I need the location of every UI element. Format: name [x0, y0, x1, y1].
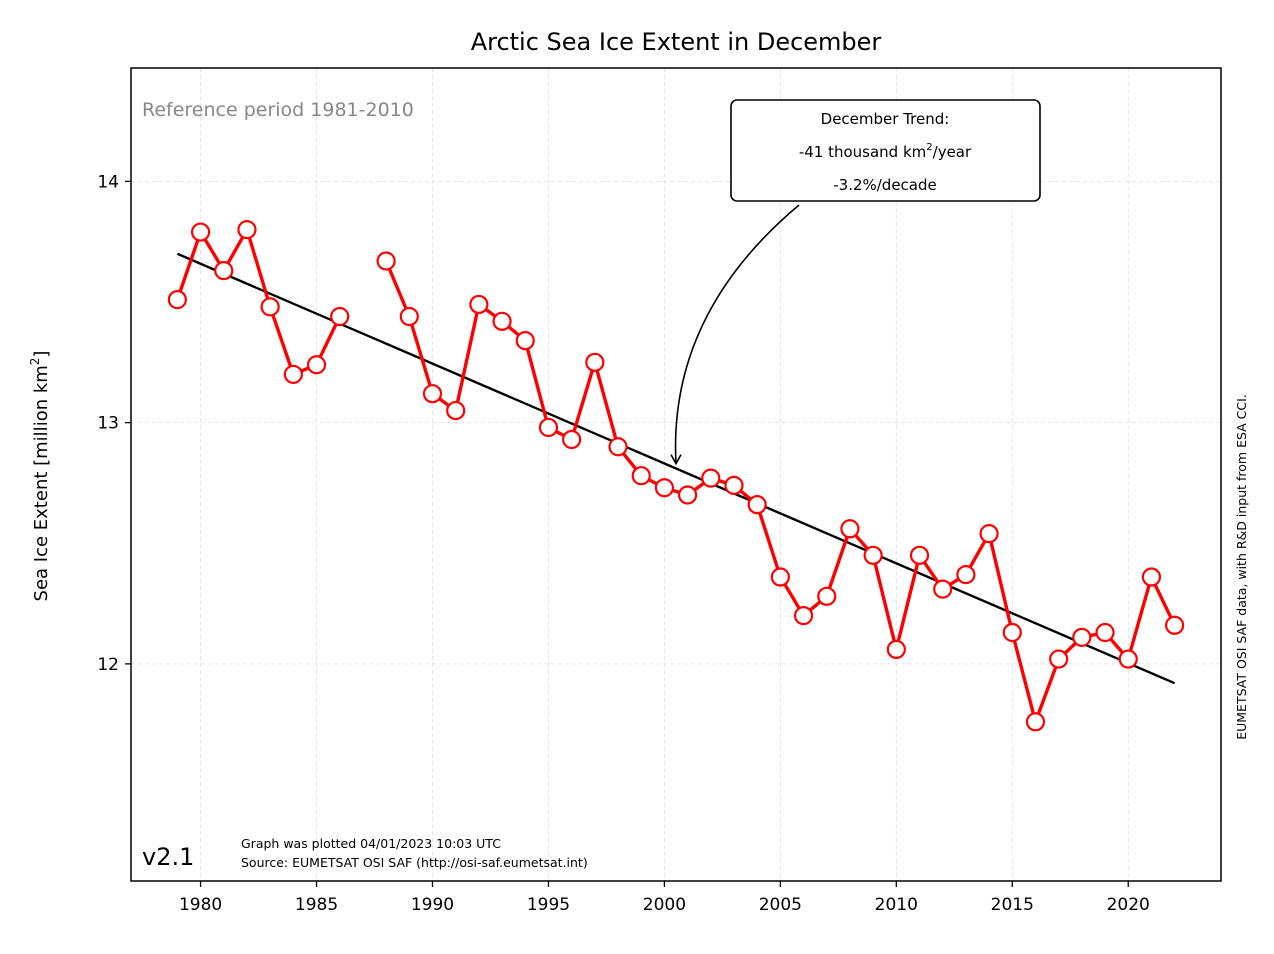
data-point — [1025, 712, 1046, 732]
trend-annotation-arrowhead — [670, 454, 682, 466]
data-point — [701, 468, 721, 488]
grid — [131, 68, 1221, 881]
trend-annotation: December Trend: -41 thousand km2/year -3… — [670, 99, 1041, 466]
data-point — [793, 606, 814, 626]
plot-area-frame — [130, 67, 1222, 882]
trend-rate-superscript: 2 — [926, 142, 932, 153]
trend-rate-unit: /year — [933, 143, 972, 161]
data-point — [770, 567, 790, 587]
data-point — [747, 495, 767, 515]
series-line — [175, 227, 342, 377]
series-line-group — [175, 227, 1177, 724]
version-label: v2.1 — [142, 843, 194, 871]
x-tick-label: 2005 — [759, 895, 802, 915]
x-tick-label: 2020 — [1107, 895, 1150, 915]
data-point — [654, 478, 675, 498]
data-point — [1118, 649, 1138, 669]
data-point — [538, 417, 559, 438]
data-point — [562, 429, 582, 450]
x-tick-label: 2010 — [875, 895, 918, 915]
trend-annotation-line1: December Trend: — [821, 110, 950, 128]
data-point — [956, 565, 976, 585]
trend-line — [176, 252, 1176, 685]
data-point — [909, 545, 930, 565]
x-tick-label: 1995 — [527, 895, 570, 915]
x-tick-label: 2015 — [991, 895, 1034, 915]
data-point — [190, 222, 211, 242]
data-point — [817, 586, 837, 606]
data-point — [933, 579, 953, 599]
plotted-date-label: Graph was plotted 04/01/2023 10:03 UTC — [241, 836, 501, 851]
data-point — [1049, 649, 1069, 669]
data-point — [1165, 615, 1185, 635]
data-point — [1095, 622, 1115, 643]
x-tick-label: 1985 — [295, 895, 338, 915]
x-tick-label: 1980 — [179, 895, 222, 915]
x-axis-ticks: 1980 1985 1990 1995 2000 2005 2010 2015 2020 — [179, 881, 1150, 915]
y-axis-label-end: ] — [31, 351, 52, 358]
data-point — [886, 639, 906, 660]
data-point — [422, 384, 443, 404]
trend-annotation-line2: -41 thousand km2/year — [799, 142, 972, 161]
data-point — [260, 297, 280, 317]
side-credit-label: EUMETSAT OSI SAF data, with R&D input fr… — [1234, 394, 1249, 740]
data-point-group — [167, 220, 1185, 732]
data-point — [237, 220, 257, 240]
data-point — [1141, 567, 1162, 587]
data-point — [840, 519, 860, 539]
data-point — [631, 466, 651, 486]
y-axis-ticks: 12 13 14 — [97, 172, 131, 675]
data-point — [585, 352, 605, 372]
data-point — [399, 306, 419, 327]
data-point — [608, 437, 628, 457]
data-point — [306, 355, 327, 375]
data-point — [446, 400, 466, 421]
source-label: Source: EUMETSAT OSI SAF (http://osi-saf… — [241, 855, 588, 870]
data-point — [330, 306, 350, 327]
trend-line-group — [176, 252, 1176, 685]
y-axis-label-text: Sea Ice Extent [million km — [31, 365, 52, 601]
data-point — [214, 261, 234, 281]
reference-period-label: Reference period 1981-2010 — [142, 99, 414, 121]
data-point — [1002, 622, 1022, 643]
y-axis-label-superscript: 2 — [28, 358, 42, 366]
trend-annotation-line3: -3.2%/decade — [833, 176, 937, 194]
data-point — [376, 251, 396, 271]
trend-annotation-arrow — [674, 204, 800, 464]
y-tick-label: 13 — [97, 414, 119, 434]
data-point — [1072, 627, 1092, 647]
data-point — [469, 294, 489, 315]
x-tick-label: 1990 — [411, 895, 454, 915]
y-tick-label: 12 — [97, 655, 119, 675]
data-point — [677, 485, 698, 505]
data-point — [979, 524, 999, 544]
data-point — [515, 331, 535, 351]
y-tick-label: 14 — [97, 172, 119, 192]
data-point — [283, 364, 303, 384]
trend-annotation-box — [730, 99, 1041, 202]
y-axis-label: Sea Ice Extent [million km2] — [28, 351, 52, 602]
data-point — [492, 311, 512, 331]
data-point — [724, 475, 744, 495]
chart-title: Arctic Sea Ice Extent in December — [471, 28, 882, 56]
x-tick-label: 2000 — [643, 895, 686, 915]
data-point — [863, 545, 883, 565]
trend-rate-text: -41 thousand km — [799, 143, 926, 161]
data-point — [167, 289, 187, 310]
